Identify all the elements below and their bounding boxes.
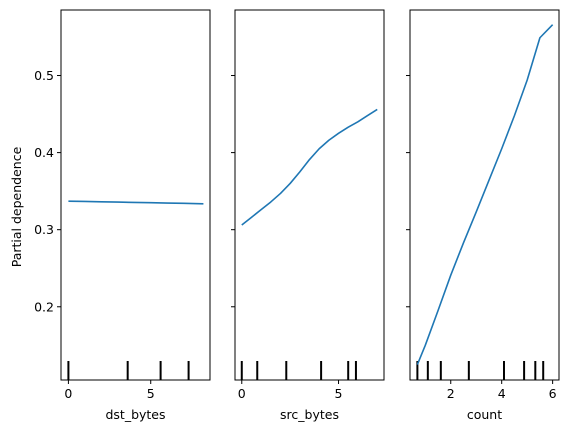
- partial-dependence-line: [416, 24, 554, 365]
- x-tick-label: 0: [64, 386, 72, 401]
- y-tick-label: 0.5: [34, 68, 54, 83]
- axes-frame: [409, 9, 560, 381]
- y-tick-label: 0.3: [34, 222, 54, 237]
- x-axis-label: count: [467, 407, 502, 422]
- axes-frame: [60, 9, 211, 381]
- x-axis-label: src_bytes: [280, 407, 339, 422]
- axes-frame: [234, 9, 385, 381]
- x-tick-label: 6: [549, 386, 557, 401]
- partial-dependence-line: [68, 200, 204, 205]
- x-tick-label: 2: [447, 386, 455, 401]
- panel-3: 2 4 6 count: [406, 9, 560, 422]
- x-tick-label: 5: [147, 386, 155, 401]
- x-axis-label: dst_bytes: [105, 407, 165, 422]
- panel-2: 0 5 src_bytes: [231, 9, 385, 422]
- y-axis-label: Partial dependence: [9, 146, 24, 267]
- y-tick-label: 0.4: [34, 145, 54, 160]
- panel-1: 0.2 0.3 0.4 0.5 0 5 dst_bytes: [34, 9, 211, 422]
- x-tick-label: 0: [238, 386, 246, 401]
- y-tick-label: 0.2: [34, 299, 54, 314]
- x-tick-label: 5: [335, 386, 343, 401]
- x-tick-label: 4: [498, 386, 506, 401]
- partial-dependence-line: [241, 108, 378, 226]
